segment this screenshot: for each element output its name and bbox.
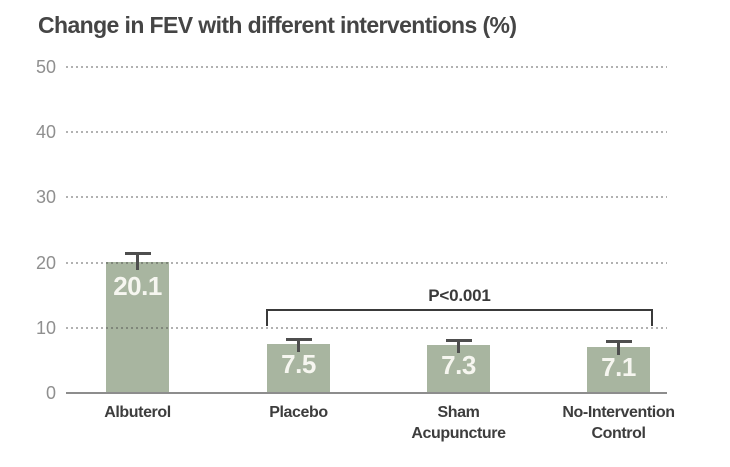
chart-title: Change in FEV with different interventio… <box>38 12 517 38</box>
y-tick-label-0: 0 <box>45 383 56 403</box>
x-axis-label-sham-acupuncture: Sham Acupuncture <box>374 402 544 444</box>
x-axis-label-no-intervention-control: No-Intervention Control <box>534 402 704 444</box>
gridline-30 <box>66 196 667 199</box>
x-axis-label-line: Albuterol <box>104 404 171 421</box>
gridline-20 <box>66 261 667 264</box>
bar-value-label: 7.5 <box>281 349 316 380</box>
y-tick-label-40: 40 <box>35 122 56 143</box>
y-tick-label-10: 10 <box>35 317 56 338</box>
x-axis-label-line: No-Intervention <box>562 404 675 421</box>
gridline-40 <box>66 131 667 134</box>
x-axis-label-albuterol: Albuterol <box>53 402 223 423</box>
error-bar-line <box>617 340 620 355</box>
error-bar-line <box>136 252 139 270</box>
y-tick-label-20: 20 <box>35 252 56 273</box>
gridline-10 <box>66 326 667 329</box>
bar-placebo: 7.5 <box>267 344 330 393</box>
bar-no-intervention-control: 7.1 <box>587 346 650 393</box>
error-bar-cap <box>605 340 632 344</box>
bar-value-label: 7.3 <box>441 350 476 381</box>
p-value-label: P<0.001 <box>428 286 491 305</box>
x-axis-label-line: Control <box>591 425 646 442</box>
error-bar-line <box>457 338 460 354</box>
bar-value-label: 20.1 <box>113 270 162 301</box>
x-axis-label-placebo: Placebo <box>214 402 384 423</box>
bar-value-label: 7.1 <box>601 351 636 382</box>
gridline-50 <box>66 66 667 68</box>
x-axis-label-line: Acupuncture <box>411 425 506 442</box>
error-bar-cap <box>124 252 151 256</box>
y-tick-label-30: 30 <box>35 187 56 208</box>
y-tick-label-50: 50 <box>35 57 56 77</box>
x-axis-label-line: Placebo <box>269 404 328 421</box>
significance-bracket <box>266 309 653 326</box>
error-bar-cap <box>285 337 312 341</box>
x-axis-line <box>66 392 667 394</box>
x-axis-label-line: Sham <box>437 404 480 421</box>
error-bar-cap <box>445 338 472 342</box>
error-bar-line <box>297 337 300 353</box>
bar-albuterol: 20.1 <box>106 261 169 393</box>
